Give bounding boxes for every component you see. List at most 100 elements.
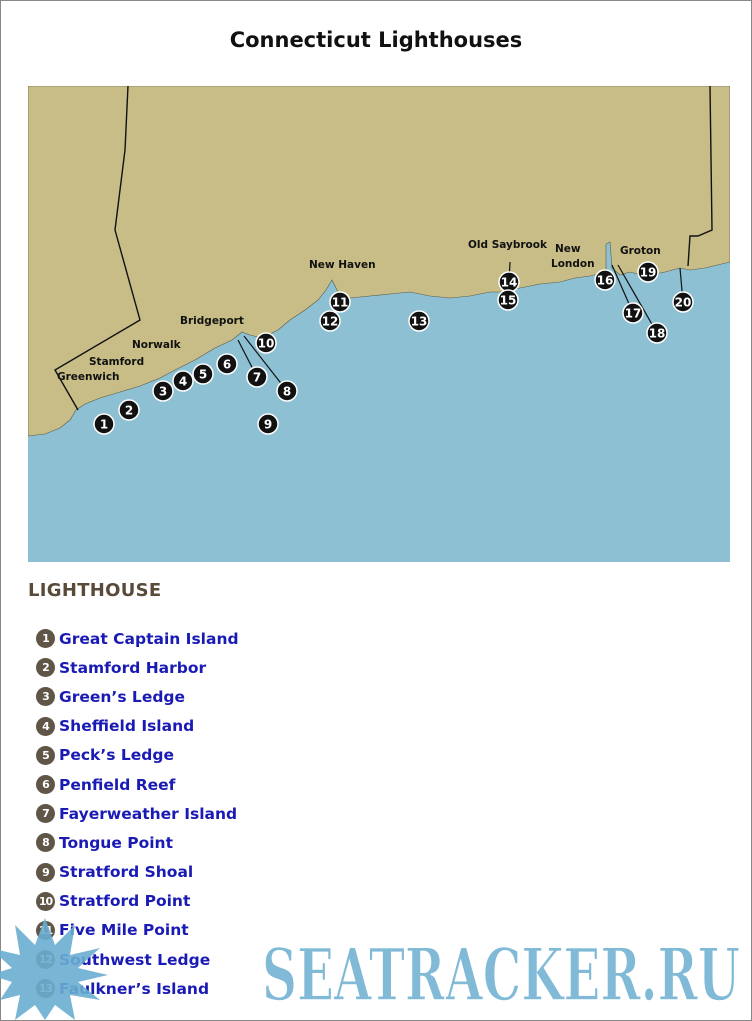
rhode-island-border: [687, 86, 713, 267]
lighthouse-link[interactable]: Great Captain Island: [59, 629, 239, 648]
marker-circle: [172, 370, 194, 392]
marker-number: 2: [125, 404, 133, 418]
list-item: 11 Five Mile Point: [36, 916, 239, 945]
lighthouse-marker-1[interactable]: 1: [93, 413, 115, 435]
marker-circle: [497, 289, 519, 311]
marker-number: 17: [625, 307, 642, 321]
number-badge: 11: [36, 920, 55, 940]
city-label: Greenwich: [57, 371, 120, 383]
marker-number: 3: [159, 385, 167, 399]
city-label: Groton: [620, 245, 661, 257]
number-badge: 8: [36, 833, 55, 853]
lighthouse-marker-7[interactable]: 7: [246, 366, 268, 388]
list-item: 9 Stratford Shoal: [36, 858, 239, 887]
number-badge: 6: [36, 775, 55, 795]
lighthouse-marker-5[interactable]: 5: [192, 363, 214, 385]
lighthouse-marker-17[interactable]: 17: [622, 302, 644, 324]
lighthouse-link[interactable]: Peck’s Ledge: [59, 746, 174, 765]
marker-number: 20: [675, 296, 692, 310]
lighthouse-marker-3[interactable]: 3: [152, 380, 174, 402]
lighthouse-link[interactable]: Penfield Reef: [59, 775, 176, 794]
marker-number: 4: [179, 375, 187, 389]
number-badge: 12: [36, 950, 55, 970]
list-item: 2 Stamford Harbor: [36, 653, 239, 682]
lighthouse-link[interactable]: Green’s Ledge: [59, 687, 186, 706]
lighthouse-marker-15[interactable]: 15: [497, 289, 519, 311]
lighthouse-marker-20[interactable]: 20: [672, 291, 694, 313]
marker-number: 9: [264, 418, 272, 432]
number-badge: 9: [36, 862, 55, 882]
marker-circle: [192, 363, 214, 385]
lighthouse-marker-9[interactable]: 9: [257, 413, 279, 435]
lighthouse-marker-19[interactable]: 19: [637, 261, 659, 283]
lighthouse-link[interactable]: Tongue Point: [59, 833, 174, 852]
lighthouse-link[interactable]: Stratford Shoal: [59, 863, 194, 882]
list-item: 5 Peck’s Ledge: [36, 741, 239, 770]
city-label: Norwalk: [132, 339, 182, 351]
lighthouse-marker-2[interactable]: 2: [118, 399, 140, 421]
number-badge: 4: [36, 716, 55, 736]
lighthouse-link[interactable]: Southwest Ledge: [59, 950, 211, 969]
city-label: New Haven: [309, 259, 376, 271]
lighthouse-marker-18[interactable]: 18: [646, 322, 668, 344]
city-label: Stamford: [89, 356, 144, 368]
lighthouse-link[interactable]: Fayerweather Island: [59, 804, 238, 823]
lighthouse-link[interactable]: Stratford Point: [59, 892, 191, 911]
list-item: 6 Penfield Reef: [36, 770, 239, 799]
map[interactable]: Greenwich Stamford Norwalk Bridgeport Ne…: [28, 86, 730, 562]
number-badge: 3: [36, 687, 55, 707]
number-badge: 1: [36, 629, 55, 649]
lighthouse-link[interactable]: Faulkner’s Island: [59, 979, 210, 998]
marker-circle: [594, 269, 616, 291]
lighthouse-marker-4[interactable]: 4: [172, 370, 194, 392]
lighthouse-marker-10[interactable]: 10: [255, 332, 277, 354]
number-badge: 7: [36, 804, 55, 824]
marker-circle: [152, 380, 174, 402]
marker-number: 11: [332, 296, 349, 310]
marker-circle: [276, 380, 298, 402]
lighthouse-marker-6[interactable]: 6: [216, 353, 238, 375]
marker-circle: [329, 291, 351, 313]
lighthouse-link[interactable]: Stamford Harbor: [59, 658, 207, 677]
lighthouse-marker-14[interactable]: 14: [498, 271, 520, 293]
list-item: 10 Stratford Point: [36, 887, 239, 916]
lighthouse-link[interactable]: Sheffield Island: [59, 717, 195, 736]
marker-circle: [93, 413, 115, 435]
section-title: LIGHTHOUSE: [28, 580, 162, 601]
marker-number: 8: [283, 385, 291, 399]
marker-number: 18: [649, 327, 666, 341]
lighthouse-link[interactable]: Five Mile Point: [59, 921, 189, 940]
marker-circle: [319, 310, 341, 332]
lighthouse-marker-8[interactable]: 8: [276, 380, 298, 402]
marker-number: 10: [258, 337, 275, 351]
list-item: 4 Sheffield Island: [36, 712, 239, 741]
lighthouse-marker-12[interactable]: 12: [319, 310, 341, 332]
marker-circle: [216, 353, 238, 375]
list-item: 3 Green’s Ledge: [36, 682, 239, 711]
number-badge: 5: [36, 745, 55, 765]
lighthouse-marker-11[interactable]: 11: [329, 291, 351, 313]
marker-circle: [672, 291, 694, 313]
list-item: 12 Southwest Ledge: [36, 945, 239, 974]
new-york-border: [54, 86, 141, 411]
marker-circle: [255, 332, 277, 354]
marker-circle: [257, 413, 279, 435]
page-title: Connecticut Lighthouses: [229, 28, 523, 52]
city-label: Old Saybrook: [468, 239, 548, 251]
marker-circle: [637, 261, 659, 283]
city-label: Bridgeport: [180, 315, 244, 327]
number-badge: 2: [36, 658, 55, 678]
marker-number: 6: [223, 358, 231, 372]
lighthouse-marker-16[interactable]: 16: [594, 269, 616, 291]
list-item: 7 Fayerweather Island: [36, 799, 239, 828]
number-badge: 13: [36, 979, 55, 999]
list-item: 13 Faulkner’s Island: [36, 974, 239, 1003]
marker-number: 14: [501, 276, 518, 290]
lighthouse-marker-13[interactable]: 13: [408, 310, 430, 332]
lighthouse-list: 1 Great Captain Island 2 Stamford Harbor 3 Gr…: [36, 624, 239, 1003]
marker-number: 12: [322, 315, 339, 329]
city-label: New: [555, 243, 581, 255]
marker-number: 15: [500, 294, 517, 308]
marker-circle: [408, 310, 430, 332]
number-badge: 10: [36, 891, 55, 911]
